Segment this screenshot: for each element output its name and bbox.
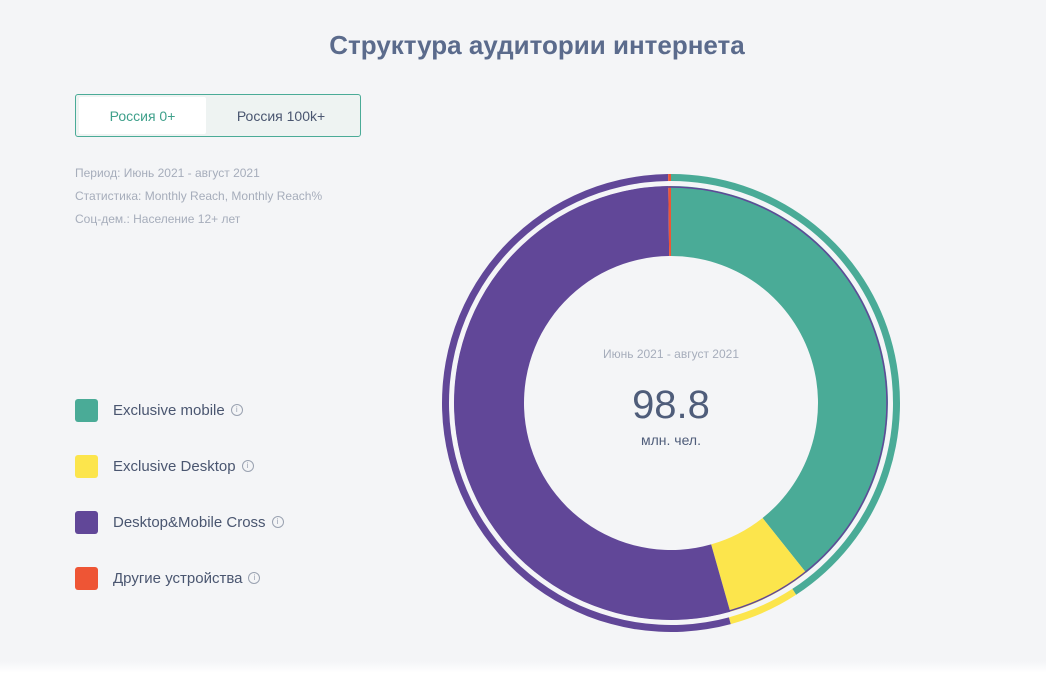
outer-ring <box>441 174 901 632</box>
center-unit: млн. чел. <box>641 432 701 448</box>
outer-slice-4[interactable] <box>668 174 671 182</box>
socdem-text: Соц-дем.: Население 12+ лет <box>75 212 241 226</box>
center-period: Июнь 2021 - август 2021 <box>603 347 739 361</box>
chart-legend: Exclusive mobile i Exclusive Desktop i D… <box>75 398 284 622</box>
legend-swatch <box>75 398 98 422</box>
info-icon[interactable]: i <box>248 572 261 584</box>
audience-donut-chart: Июнь 2021 - август 2021 98.8 млн. чел. <box>441 174 901 632</box>
legend-label: Exclusive Desktop <box>113 457 236 475</box>
legend-label: Desktop&Mobile Cross <box>113 513 266 531</box>
legend-swatch <box>75 510 98 534</box>
statistic-text: Статистика: Monthly Reach, Monthly Reach… <box>75 189 323 203</box>
center-value: 98.8 <box>632 383 710 427</box>
info-icon[interactable]: i <box>241 460 254 472</box>
inner-slice-4[interactable] <box>668 186 671 257</box>
info-icon[interactable]: i <box>271 516 284 528</box>
tab-russia-100k[interactable]: Россия 100k+ <box>236 107 326 124</box>
legend-item-exclusive-desktop[interactable]: Exclusive Desktop i <box>75 454 284 478</box>
filter-info: Период: Июнь 2021 - август 2021 Статисти… <box>75 162 322 231</box>
legend-item-other-devices[interactable]: Другие устройства i <box>75 566 284 590</box>
bottom-shade <box>0 661 1046 673</box>
period-text: Период: Июнь 2021 - август 2021 <box>75 166 260 180</box>
legend-label: Exclusive mobile <box>113 401 225 419</box>
separator-ring <box>454 186 888 620</box>
page-title: Структура аудитории интернета <box>329 30 745 60</box>
legend-swatch <box>75 454 98 478</box>
legend-item-exclusive-mobile[interactable]: Exclusive mobile i <box>75 398 284 422</box>
info-icon[interactable]: i <box>230 404 243 416</box>
inner-slice-3[interactable] <box>454 186 731 620</box>
legend-swatch <box>75 566 98 590</box>
outer-slice-2[interactable] <box>728 588 797 625</box>
tab-russia-0[interactable]: Россия 0+ <box>79 97 206 134</box>
legend-item-cross[interactable]: Desktop&Mobile Cross i <box>75 510 284 534</box>
region-tabs: Россия 0+ Россия 100k+ <box>75 94 361 137</box>
inner-slice-1[interactable] <box>671 186 888 573</box>
legend-label: Другие устройства <box>113 569 243 587</box>
